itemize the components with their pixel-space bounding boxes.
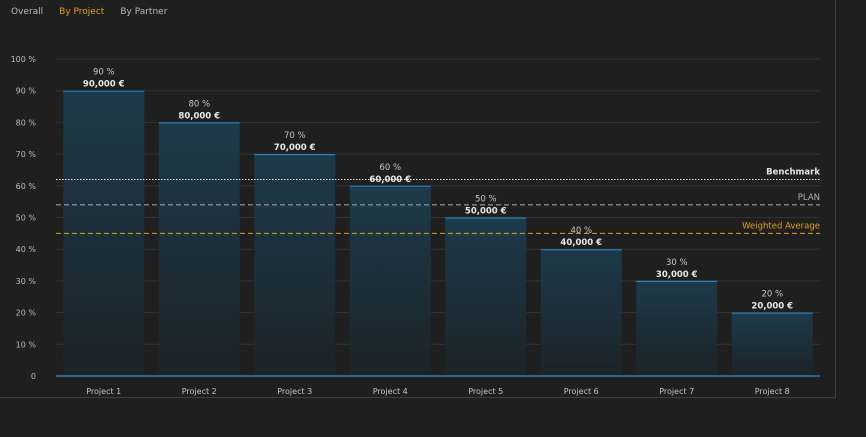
bar-percent-label: 30 % <box>666 258 688 268</box>
bar-percent-label: 40 % <box>570 226 592 236</box>
tab-by-project[interactable]: By Project <box>59 7 105 17</box>
y-tick-label: 80 % <box>16 118 37 127</box>
tab-overall[interactable]: Overall <box>11 7 44 17</box>
bar-project-3 <box>254 154 336 376</box>
y-tick-label: 70 % <box>16 150 37 159</box>
x-tick-label: Project 5 <box>468 387 503 396</box>
bar-percent-label: 70 % <box>284 131 306 141</box>
y-tick-label: 20 % <box>16 309 37 318</box>
x-tick-label: Project 8 <box>755 387 790 396</box>
bar-amount-label: 50,000 € <box>465 207 507 217</box>
y-tick-label: 100 % <box>11 55 37 64</box>
bar-percent-label: 50 % <box>475 195 497 205</box>
bar-percent-label: 20 % <box>761 290 783 300</box>
bar-percent-label: 90 % <box>93 68 115 78</box>
bar-project-6 <box>540 249 622 376</box>
y-tick-label: 10 % <box>16 340 37 349</box>
y-tick-label: 60 % <box>16 182 37 191</box>
bar-project-7 <box>636 280 718 376</box>
bar-amount-label: 70,000 € <box>274 143 316 153</box>
x-tick-label: Project 6 <box>564 387 599 396</box>
view-tabs: Overall By Project By Partner <box>11 7 167 17</box>
y-tick-label: 40 % <box>16 245 37 254</box>
x-tick-label: Project 2 <box>182 387 217 396</box>
bar-amount-label: 30,000 € <box>656 270 698 280</box>
x-tick-label: Project 1 <box>86 387 121 396</box>
bar-project-5 <box>445 217 527 376</box>
bar-amount-label: 80,000 € <box>178 111 220 121</box>
y-tick-label: 50 % <box>16 214 37 223</box>
y-tick-label: 0 <box>31 372 36 381</box>
bar-amount-label: 20,000 € <box>751 302 793 312</box>
bar-percent-label: 60 % <box>379 163 401 173</box>
bar-project-8 <box>731 312 813 376</box>
y-tick-label: 30 % <box>16 277 37 286</box>
bar-amount-label: 60,000 € <box>369 175 411 185</box>
reference-label-plan: PLAN <box>798 193 820 203</box>
bar-percent-label: 80 % <box>188 99 210 109</box>
y-tick-label: 90 % <box>16 87 37 96</box>
x-tick-label: Project 3 <box>277 387 312 396</box>
bar-amount-label: 40,000 € <box>560 238 602 248</box>
tab-by-partner[interactable]: By Partner <box>120 7 168 17</box>
x-tick-label: Project 7 <box>659 387 694 396</box>
bar-project-4 <box>349 185 431 376</box>
bar-project-2 <box>158 122 240 377</box>
bar-amount-label: 90,000 € <box>83 80 125 90</box>
x-tick-label: Project 4 <box>373 387 408 396</box>
chart-panel <box>0 0 836 398</box>
reference-label-weighted-average: Weighted Average <box>742 221 820 231</box>
reference-label-benchmark: Benchmark <box>766 167 820 177</box>
